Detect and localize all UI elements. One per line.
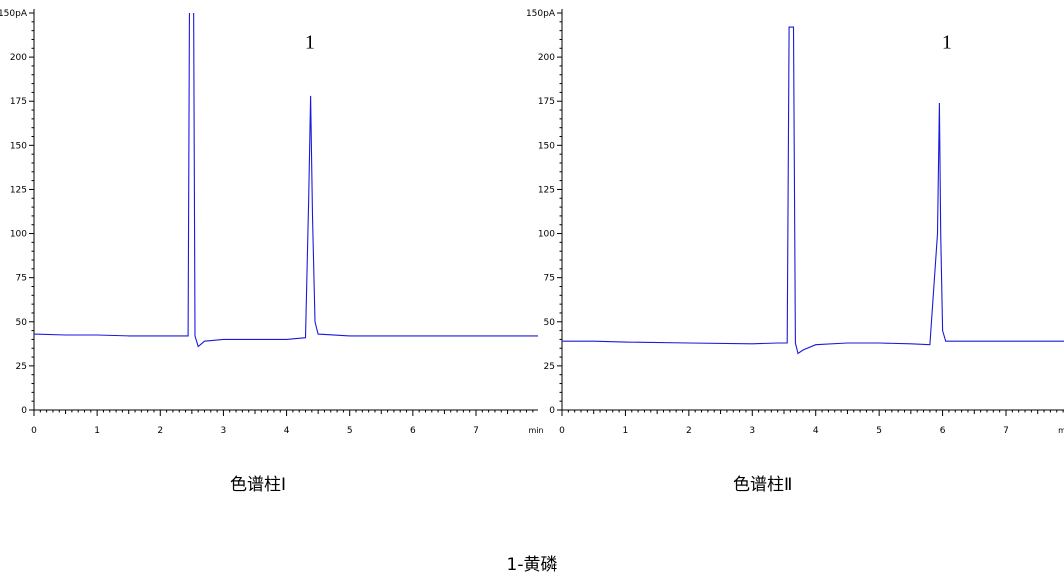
y-tick-label: 150pA	[526, 9, 556, 19]
y-tick-label: 100	[538, 230, 555, 240]
x-tick-label: 5	[876, 426, 882, 436]
x-unit-label: m	[1058, 426, 1064, 435]
y-tick-label: 175	[10, 97, 27, 107]
y-tick-label: 125	[10, 185, 27, 195]
peak-legend: 1-黄磷	[506, 555, 558, 575]
x-tick-label: 6	[410, 426, 416, 436]
peak-label: 1	[942, 31, 952, 53]
y-tick-label: 25	[16, 362, 27, 372]
y-tick-label: 25	[544, 362, 555, 372]
y-tick-label: 0	[21, 406, 27, 416]
y-tick-label: 150pA	[0, 9, 28, 19]
y-tick-label: 150	[538, 141, 555, 151]
y-tick-label: 75	[544, 274, 555, 284]
peak-label: 1	[305, 31, 315, 53]
y-tick-label: 100	[10, 230, 27, 240]
x-tick-label: 4	[284, 426, 290, 436]
y-tick-label: 0	[549, 406, 555, 416]
y-tick-label: 200	[538, 53, 555, 63]
y-tick-label: 200	[10, 53, 27, 63]
x-tick-label: 0	[31, 426, 37, 436]
y-tick-label: 175	[538, 97, 555, 107]
x-tick-label: 7	[473, 426, 479, 436]
chart-2-caption: 色谱柱Ⅱ	[733, 475, 793, 495]
chromatogram-2-plot: 0 25 50 75 100 125 150 175 200 150pA 0 1 2 3 4 5 6 7 m 1	[526, 9, 1064, 436]
y-tick-label: 50	[16, 318, 28, 328]
x-tick-label: 3	[221, 426, 227, 436]
chromatogram-2: 0 25 50 75 100 125 150 175 200 150pA 0 1 2 3 4 5 6 7 m 1	[526, 0, 1064, 440]
chart-1-caption: 色谱柱Ⅰ	[230, 475, 287, 495]
x-tick-label: 1	[623, 426, 629, 436]
x-tick-label: 1	[94, 426, 100, 436]
x-tick-label: 0	[559, 426, 565, 436]
x-tick-label: 2	[686, 426, 692, 436]
chromatogram-1: 0 25 50 75 100 125 150 175 200 150pA 0 1 2 3 4 5 6 7 min 1	[0, 0, 545, 440]
y-tick-label: 50	[544, 318, 556, 328]
x-tick-label: 5	[347, 426, 353, 436]
chromatogram-trace	[562, 26, 1064, 355]
x-tick-label: 6	[940, 426, 946, 436]
chromatogram-trace	[34, 13, 538, 348]
x-unit-label: min	[528, 426, 543, 435]
x-tick-label: 2	[157, 426, 163, 436]
x-tick-label: 4	[813, 426, 819, 436]
y-tick-label: 150	[10, 141, 27, 151]
x-tick-label: 7	[1003, 426, 1009, 436]
y-tick-label: 125	[538, 185, 555, 195]
x-tick-label: 3	[749, 426, 755, 436]
y-tick-label: 75	[16, 274, 27, 284]
chromatogram-1-plot: 0 25 50 75 100 125 150 175 200 150pA 0 1 2 3 4 5 6 7 min 1	[0, 9, 544, 436]
